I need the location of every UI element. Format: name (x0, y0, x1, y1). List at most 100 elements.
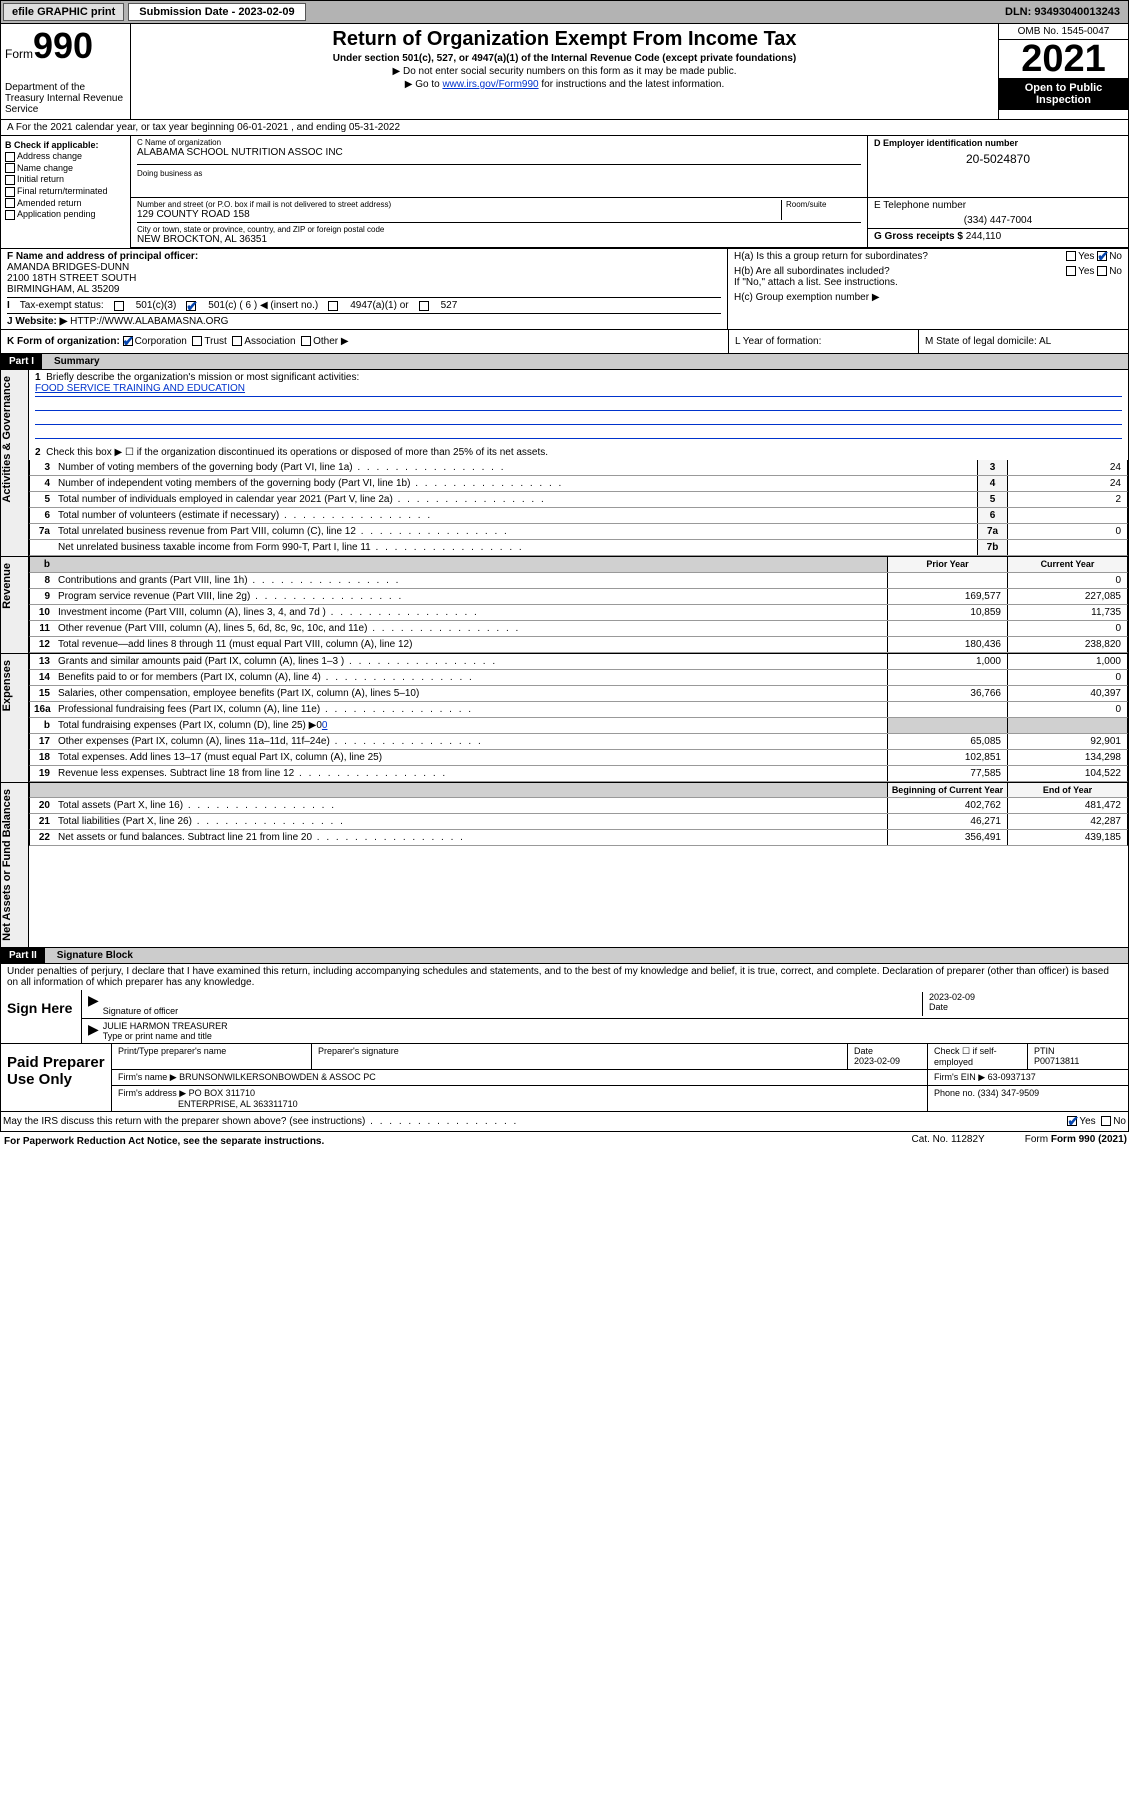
cb-trust[interactable] (192, 336, 202, 346)
line16b-text: Total fundraising expenses (Part IX, col… (54, 718, 887, 733)
line10-prior: 10,859 (887, 605, 1007, 620)
city-label: City or town, state or province, country… (137, 225, 861, 234)
phone-label: E Telephone number (874, 200, 1122, 211)
prior-year-hdr: Prior Year (887, 557, 1007, 572)
cb-initial-return[interactable]: Initial return (5, 174, 126, 185)
cb-corp[interactable] (123, 336, 133, 346)
prep-name-hdr: Print/Type preparer's name (112, 1044, 312, 1069)
cb-501c[interactable] (186, 301, 196, 311)
line8-curr: 0 (1007, 573, 1127, 588)
form-header: Form990 Department of the Treasury Inter… (0, 24, 1129, 120)
cb-application-pending[interactable]: Application pending (5, 209, 126, 220)
firm-addr-label: Firm's address ▶ (118, 1088, 186, 1098)
hb-label: H(b) Are all subordinates included? (734, 266, 1066, 277)
line11-prior (887, 621, 1007, 636)
website-label: Website: ▶ (15, 316, 67, 327)
tax-year: 2021 (999, 40, 1128, 78)
k-label: K Form of organization: (7, 336, 120, 347)
officer-label: F Name and address of principal officer: (7, 251, 198, 262)
cb-assoc[interactable] (232, 336, 242, 346)
cb-hb-no[interactable] (1097, 266, 1107, 276)
line17-prior: 65,085 (887, 734, 1007, 749)
line22-eoy: 439,185 (1007, 830, 1127, 845)
line19-prior: 77,585 (887, 766, 1007, 781)
cb-address-change[interactable]: Address change (5, 151, 126, 162)
line9-prior: 169,577 (887, 589, 1007, 604)
line18-prior: 102,851 (887, 750, 1007, 765)
instructions-link[interactable]: www.irs.gov/Form990 (442, 79, 538, 90)
signature-block: Sign Here ▶ Signature of officer 2023-02… (0, 990, 1129, 1044)
form-title: Return of Organization Exempt From Incom… (137, 28, 992, 51)
submission-date: Submission Date - 2023-02-09 (128, 3, 305, 21)
line15-curr: 40,397 (1007, 686, 1127, 701)
line6-val (1007, 508, 1127, 523)
line20-boy: 402,762 (887, 798, 1007, 813)
part1-header: Part I Summary (0, 354, 1129, 370)
addr-label: Number and street (or P.O. box if mail i… (137, 200, 781, 209)
efile-print-button[interactable]: efile GRAPHIC print (3, 3, 124, 21)
prep-ptin: PTINP00713811 (1028, 1044, 1128, 1069)
ein-value: 20-5024870 (874, 152, 1122, 166)
line8-text: Contributions and grants (Part VIII, lin… (54, 573, 887, 588)
paid-preparer-label: Paid Preparer Use Only (1, 1044, 111, 1111)
firm-name: BRUNSONWILKERSONBOWDEN & ASSOC PC (179, 1072, 376, 1082)
vtab-expenses: Expenses (1, 654, 29, 782)
form-word: Form (5, 47, 33, 61)
typed-name-label: Type or print name and title (103, 1031, 1122, 1041)
line11-curr: 0 (1007, 621, 1127, 636)
row-k: K Form of organization: Corporation Trus… (0, 330, 1129, 354)
prep-self-emp: Check ☐ if self-employed (928, 1044, 1028, 1069)
ssn-note: ▶ Do not enter social security numbers o… (137, 66, 992, 77)
arrow-icon: ▶ (88, 1021, 99, 1041)
cb-final-return[interactable]: Final return/terminated (5, 186, 126, 197)
sign-here-label: Sign Here (1, 990, 81, 1043)
line15-text: Salaries, other compensation, employee b… (54, 686, 887, 701)
org-name: ALABAMA SCHOOL NUTRITION ASSOC INC (137, 147, 861, 158)
line7a-val: 0 (1007, 524, 1127, 539)
cb-amended-return[interactable]: Amended return (5, 198, 126, 209)
dept-label: Department of the Treasury Internal Reve… (5, 82, 126, 115)
cb-ha-no[interactable] (1097, 251, 1107, 261)
line10-curr: 11,735 (1007, 605, 1127, 620)
dba-label: Doing business as (137, 164, 861, 178)
line15-prior: 36,766 (887, 686, 1007, 701)
line13-curr: 1,000 (1007, 654, 1127, 669)
top-bar: efile GRAPHIC print Submission Date - 20… (0, 0, 1129, 24)
cb-name-change[interactable]: Name change (5, 163, 126, 174)
line7a-text: Total unrelated business revenue from Pa… (54, 524, 977, 539)
firm-phone-label: Phone no. (934, 1088, 975, 1098)
officer-name: AMANDA BRIDGES-DUNN (7, 262, 721, 273)
line12-text: Total revenue—add lines 8 through 11 (mu… (54, 637, 887, 652)
sig-date-label: Date (929, 1002, 1122, 1012)
line5-val: 2 (1007, 492, 1127, 507)
firm-addr2: ENTERPRISE, AL 363311710 (178, 1099, 298, 1109)
ein-label: D Employer identification number (874, 138, 1122, 148)
line21-boy: 46,271 (887, 814, 1007, 829)
cb-hb-yes[interactable] (1066, 266, 1076, 276)
cb-527[interactable] (419, 301, 429, 311)
line19-text: Revenue less expenses. Subtract line 18 … (54, 766, 887, 781)
cb-ha-yes[interactable] (1066, 251, 1076, 261)
form-number: 990 (33, 25, 93, 66)
row-a-tax-year: A For the 2021 calendar year, or tax yea… (0, 120, 1129, 136)
form-ref: Form Form 990 (2021) (1025, 1134, 1127, 1149)
firm-ein: 63-0937137 (988, 1072, 1036, 1082)
block-bcde: B Check if applicable: Address change Na… (0, 136, 1129, 249)
cb-discuss-no[interactable] (1101, 1116, 1111, 1126)
line22-text: Net assets or fund balances. Subtract li… (54, 830, 887, 845)
firm-addr1: PO BOX 311710 (189, 1088, 255, 1098)
firm-ein-label: Firm's EIN ▶ (934, 1072, 985, 1082)
line17-text: Other expenses (Part IX, column (A), lin… (54, 734, 887, 749)
hb-note: If "No," attach a list. See instructions… (734, 277, 1122, 288)
cb-4947[interactable] (328, 301, 338, 311)
vtab-revenue: Revenue (1, 557, 29, 653)
open-inspection: Open to Public Inspection (999, 78, 1128, 110)
line21-eoy: 42,287 (1007, 814, 1127, 829)
line10-text: Investment income (Part VIII, column (A)… (54, 605, 887, 620)
line3-text: Number of voting members of the governin… (54, 460, 977, 475)
col-b-checkboxes: B Check if applicable: Address change Na… (1, 136, 131, 248)
cb-501c3[interactable] (114, 301, 124, 311)
line22-boy: 356,491 (887, 830, 1007, 845)
cb-discuss-yes[interactable] (1067, 1116, 1077, 1126)
cb-other[interactable] (301, 336, 311, 346)
